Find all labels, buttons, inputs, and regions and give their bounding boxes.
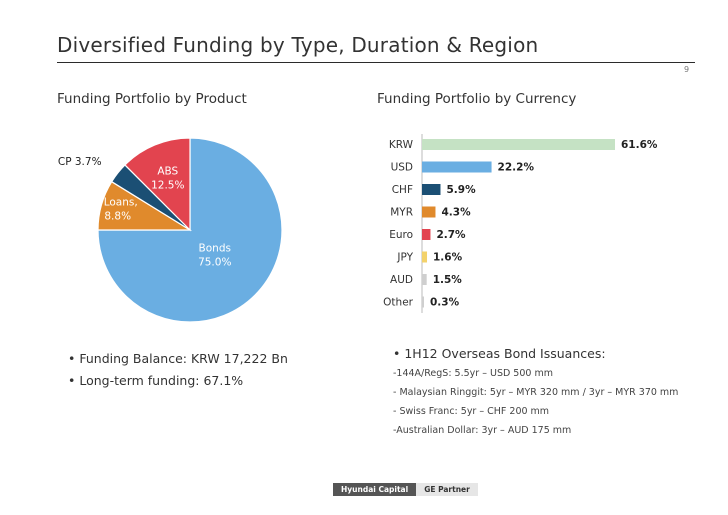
pie-slice-bonds xyxy=(97,137,283,323)
bar-usd xyxy=(422,161,492,173)
bar-value-label: 5.9% xyxy=(446,184,476,196)
bar-value-label: 4.3% xyxy=(441,207,471,219)
pie-label-bonds: Bonds xyxy=(199,243,231,255)
page-number: 9 xyxy=(684,65,690,74)
bar-value-label: 1.6% xyxy=(433,252,463,264)
product-chart-subtitle: Funding Portfolio by Product xyxy=(57,91,247,107)
funding-balance-bullet: • Funding Balance: KRW 17,222 Bn xyxy=(68,351,288,366)
bar-chf xyxy=(422,184,441,195)
issuance-line: -144A/RegS: 5.5yr – USD 500 mm xyxy=(393,368,553,379)
bar-aud xyxy=(422,274,427,285)
footer-logo: Hyundai Capital GE Partner xyxy=(333,483,478,496)
pie-label-cp: CP 3.7% xyxy=(58,156,102,168)
issuance-line: - Swiss Franc: 5yr – CHF 200 mm xyxy=(393,406,550,417)
partner-logo: GE Partner xyxy=(416,483,478,496)
pie-value-bonds: 75.0% xyxy=(198,257,231,269)
bar-category-label: Other xyxy=(383,297,413,309)
pie-label-loans: Loans, xyxy=(104,196,138,208)
issuance-heading: • 1H12 Overseas Bond Issuances: xyxy=(393,346,606,361)
brand-logo: Hyundai Capital xyxy=(333,483,417,496)
bar-jpy xyxy=(422,251,428,263)
bar-value-label: 0.3% xyxy=(430,297,460,309)
bar-category-label: AUD xyxy=(390,274,413,286)
long-term-funding-bullet: • Long-term funding: 67.1% xyxy=(68,373,244,388)
bond-issuances: • 1H12 Overseas Bond Issuances: -144A/Re… xyxy=(393,344,678,440)
pie-value-loans: 8.8% xyxy=(104,210,131,222)
bar-category-label: JPY xyxy=(396,252,413,264)
bar-value-label: 1.5% xyxy=(433,274,463,286)
bar-myr xyxy=(422,206,436,218)
pie-value-abs: 12.5% xyxy=(151,179,184,191)
bar-value-label: 61.6% xyxy=(621,139,658,151)
bar-krw xyxy=(422,139,615,150)
title-divider xyxy=(57,62,695,63)
pie-label-abs: ABS xyxy=(157,165,178,177)
pie-slice-abs xyxy=(124,137,191,232)
bar-other xyxy=(422,296,424,308)
issuance-line: - Malaysian Ringgit: 5yr – MYR 320 mm / … xyxy=(393,387,679,398)
bar-category-label: CHF xyxy=(392,184,413,196)
bar-category-label: KRW xyxy=(389,139,414,151)
bar-euro xyxy=(422,229,431,240)
issuance-line: -Australian Dollar: 3yr – AUD 175 mm xyxy=(393,425,572,436)
page-title: Diversified Funding by Type, Duration & … xyxy=(57,33,539,57)
bar-value-label: 2.7% xyxy=(436,229,466,241)
bar-category-label: Euro xyxy=(389,229,413,241)
bar-category-label: MYR xyxy=(390,207,413,219)
bar-value-label: 22.2% xyxy=(498,162,535,174)
bar-category-label: USD xyxy=(391,162,413,174)
funding-summary: • Funding Balance: KRW 17,222 Bn • Long-… xyxy=(68,348,288,392)
currency-chart-subtitle: Funding Portfolio by Currency xyxy=(377,91,577,107)
